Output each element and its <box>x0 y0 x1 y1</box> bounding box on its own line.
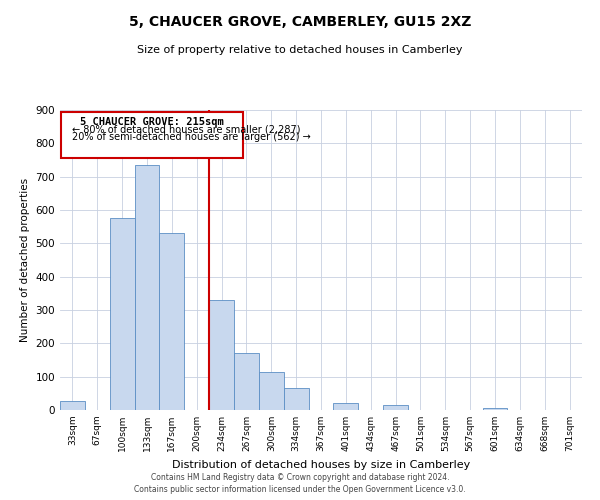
Y-axis label: Number of detached properties: Number of detached properties <box>20 178 30 342</box>
Text: Contains public sector information licensed under the Open Government Licence v3: Contains public sector information licen… <box>134 485 466 494</box>
Bar <box>334 402 358 410</box>
Bar <box>61 112 242 158</box>
Bar <box>234 354 259 410</box>
Bar <box>284 388 308 410</box>
Text: ← 80% of detached houses are smaller (2,287): ← 80% of detached houses are smaller (2,… <box>73 124 301 134</box>
Bar <box>134 165 160 410</box>
Bar <box>110 218 134 410</box>
Bar <box>60 401 85 410</box>
X-axis label: Distribution of detached houses by size in Camberley: Distribution of detached houses by size … <box>172 460 470 469</box>
Text: 5 CHAUCER GROVE: 215sqm: 5 CHAUCER GROVE: 215sqm <box>80 118 224 128</box>
Bar <box>209 300 234 410</box>
Text: Size of property relative to detached houses in Camberley: Size of property relative to detached ho… <box>137 45 463 55</box>
Bar <box>482 408 508 410</box>
Text: 5, CHAUCER GROVE, CAMBERLEY, GU15 2XZ: 5, CHAUCER GROVE, CAMBERLEY, GU15 2XZ <box>129 15 471 29</box>
Text: 20% of semi-detached houses are larger (562) →: 20% of semi-detached houses are larger (… <box>73 132 311 142</box>
Bar <box>160 234 184 410</box>
Bar <box>259 372 284 410</box>
Text: Contains HM Land Registry data © Crown copyright and database right 2024.: Contains HM Land Registry data © Crown c… <box>151 474 449 482</box>
Bar <box>383 405 408 410</box>
